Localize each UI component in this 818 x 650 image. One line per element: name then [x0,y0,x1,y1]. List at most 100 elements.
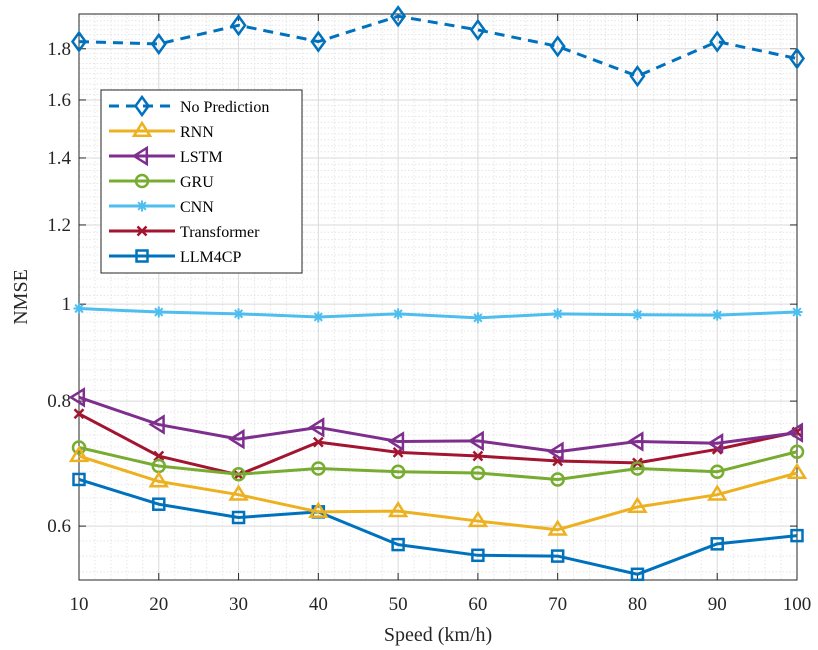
data-point-no-prediction [70,30,88,53]
data-point-gru [789,444,805,459]
data-point-llm4cp [630,567,645,582]
legend-marker-transformer [136,225,148,237]
data-point-lstm [706,433,724,454]
data-point-llm4cp [72,472,86,487]
legend-marker-llm4cp [135,249,149,263]
legend-marker-cnn [136,200,148,212]
x-axis-label: Speed (km/h) [384,624,492,646]
data-point-cnn [233,308,245,320]
data-point-llm4cp [152,497,166,511]
data-point-no-prediction [310,30,327,53]
data-point-cnn [312,311,324,323]
data-point-cnn [552,308,564,320]
legend-label-transformer: Transformer [180,224,260,241]
legend-label-no-prediction: No Prediction [180,99,269,116]
data-point-rnn [387,500,409,518]
data-point-lstm [786,422,804,443]
data-point-llm4cp [550,549,565,563]
x-tick-label: 80 [628,594,647,615]
data-point-transformer [312,436,324,448]
data-point-lstm [148,414,165,435]
x-tick-label: 30 [229,594,248,615]
data-point-gru [311,461,326,476]
data-point-no-prediction [469,18,486,42]
data-point-llm4cp [471,548,485,563]
legend-label-lstm: LSTM [180,149,223,166]
data-point-cnn [711,309,723,321]
x-tick-label: 50 [389,594,408,615]
data-point-no-prediction [150,32,167,56]
data-point-rnn [68,445,90,463]
series-line-rnn [78,454,798,532]
x-tick-label: 70 [548,594,567,615]
series-line-cnn [78,307,798,320]
data-point-gru [231,467,246,482]
data-point-lstm [228,428,245,450]
series-line-llm4cp [78,478,798,576]
y-tick-label: 1.6 [47,90,71,111]
x-tick-label: 100 [783,594,812,615]
data-point-cnn [791,306,803,318]
data-point-rnn [547,519,568,536]
data-point-gru [550,472,565,487]
data-point-lstm [68,387,86,408]
data-point-no-prediction [390,5,407,28]
legend-marker-rnn [131,120,153,138]
y-axis-ticks: 0.6 0.8 1 1.2 1.4 1.6 1.8 [47,39,797,537]
data-point-cnn [153,306,165,318]
data-point-cnn [392,308,404,320]
y-tick-label: 1.4 [47,148,71,169]
data-point-no-prediction [629,65,646,88]
y-tick-label: 0.8 [47,391,71,412]
data-point-llm4cp [790,528,804,543]
data-point-gru [470,465,486,481]
data-point-gru [630,461,645,476]
x-tick-label: 60 [468,594,487,615]
series-cnn [73,303,803,324]
data-point-rnn [228,484,249,501]
y-tick-label: 1 [62,294,72,315]
data-point-transformer [472,450,484,462]
series-transformer [73,408,803,481]
data-point-cnn [631,309,643,321]
data-point-no-prediction [549,35,566,58]
x-axis-ticks: 10 20 30 40 50 60 70 80 90 100 [70,14,812,615]
data-point-llm4cp [710,537,724,551]
data-point-cnn [472,312,484,324]
data-point-lstm [627,431,644,452]
data-point-rnn [467,510,489,528]
series-layer [68,5,808,582]
y-tick-label: 0.6 [47,516,71,537]
x-tick-label: 10 [70,594,89,615]
series-line-lstm [78,395,798,454]
data-point-lstm [307,417,325,438]
series-no-prediction [70,5,806,88]
data-point-transformer [73,408,85,420]
x-tick-label: 20 [149,594,168,615]
data-point-no-prediction [230,14,247,37]
data-point-rnn [627,496,648,514]
legend-label-llm4cp: LLM4CP [180,249,241,266]
legend-label-gru: GRU [180,174,214,191]
data-point-lstm [547,441,564,462]
series-line-transformer [78,412,798,477]
data-point-rnn [786,462,808,480]
series-lstm [68,387,804,462]
data-point-rnn [706,484,728,501]
y-tick-label: 1.8 [47,39,71,60]
legend-marker-no-prediction [133,94,151,118]
data-point-no-prediction [788,47,806,70]
data-point-gru [709,464,725,479]
series-line-gru [78,446,798,481]
legend-label-rnn: RNN [180,124,214,141]
x-tick-label: 40 [309,594,328,615]
x-tick-label: 90 [708,594,727,615]
series-gru [71,440,805,487]
data-point-gru [71,440,87,455]
data-point-rnn [148,471,170,488]
data-point-no-prediction [709,30,726,53]
data-point-llm4cp [391,537,405,552]
legend-marker-gru [134,173,150,189]
data-point-cnn [73,303,85,315]
